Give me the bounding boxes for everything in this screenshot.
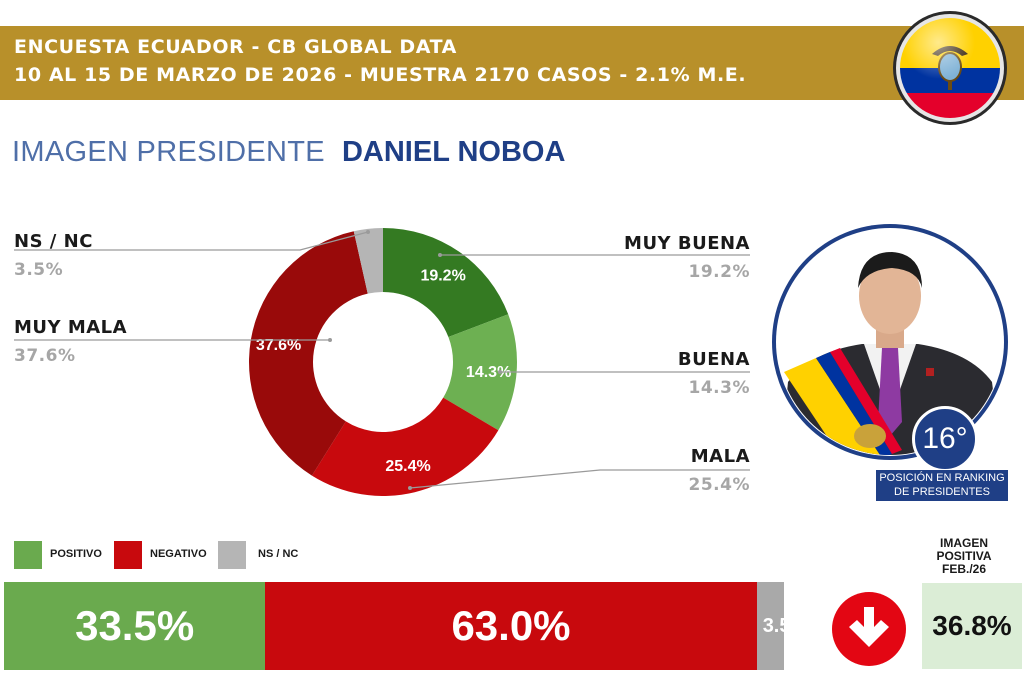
- callout-dot-muy-mala: [328, 338, 332, 342]
- legend-label-ns-nc: NS / NC: [258, 548, 299, 560]
- donut-slice-label-muy-buena: 19.2%: [420, 268, 465, 285]
- value-mala: 25.4%: [688, 475, 750, 495]
- ranking-caption-line1: POSICIÓN EN RANKING: [879, 472, 1005, 484]
- ranking-caption-line2: DE PRESIDENTES: [894, 486, 990, 498]
- callout-dot-buena: [498, 370, 502, 374]
- label-muy-mala: MUY MALA: [14, 317, 128, 338]
- legend-swatch-ns-nc: [218, 541, 246, 569]
- bar-label-positivo: 33.5%: [75, 602, 195, 649]
- survey-details: 10 AL 15 DE MARZO DE 2026 - MUESTRA 2170…: [14, 64, 747, 86]
- survey-title: ENCUESTA ECUADOR - CB GLOBAL DATA: [14, 36, 457, 58]
- callout-dot-muy-buena: [438, 253, 442, 257]
- legend-swatch-positivo: [14, 541, 42, 569]
- down-arrow-icon: [832, 592, 906, 666]
- bar-label-ns-nc: 3.5%: [762, 614, 784, 637]
- label-muy-buena: MUY BUENA: [624, 233, 750, 254]
- donut-slice-muy-buena: [383, 228, 509, 338]
- legend-label-negativo: NEGATIVO: [150, 548, 207, 560]
- title-prefix: IMAGEN PRESIDENTE: [12, 136, 325, 168]
- callout-line-ns-nc: [14, 231, 369, 251]
- label-ns-nc: NS / NC: [14, 231, 93, 252]
- bar-segment-ns-nc: 3.5%: [756, 582, 784, 670]
- callout-dot-mala: [408, 486, 412, 490]
- legend-swatch-negativo: [114, 541, 142, 569]
- previous-image-value: 36.8%: [932, 610, 1012, 641]
- bar-segment-positivo: 33.5%: [4, 582, 266, 670]
- donut-slice-buena: [443, 314, 517, 431]
- label-mala: MALA: [690, 446, 750, 467]
- stacked-bar: 33.5% 63.0% 3.5%: [4, 582, 784, 670]
- donut-slice-mala: [311, 397, 499, 496]
- title-name: DANIEL NOBOA: [341, 136, 566, 168]
- label-buena: BUENA: [677, 349, 750, 370]
- ecuador-flag-icon: [893, 11, 1007, 125]
- president-portrait: [772, 224, 1008, 460]
- bar-label-negativo: 63.0%: [451, 602, 571, 649]
- previous-image-label: IMAGEN POSITIVA FEB./26: [936, 536, 992, 576]
- bar-segment-negativo: 63.0%: [265, 582, 757, 670]
- callout-dot-ns-nc: [366, 230, 370, 234]
- value-muy-buena: 19.2%: [688, 262, 750, 282]
- donut-slice-muy-mala: [249, 231, 368, 476]
- legend-label-positivo: POSITIVO: [50, 548, 102, 560]
- value-ns-nc: 3.5%: [14, 260, 64, 280]
- header-band: ENCUESTA ECUADOR - CB GLOBAL DATA 10 AL …: [0, 26, 1024, 100]
- page-title: IMAGEN PRESIDENTE DANIEL NOBOA: [12, 136, 565, 169]
- value-muy-mala: 37.6%: [14, 346, 76, 366]
- ranking-position-badge: 16°: [912, 406, 978, 472]
- value-buena: 14.3%: [688, 378, 750, 398]
- previous-image-box: 36.8%: [922, 583, 1022, 669]
- donut-slice-label-mala: 25.4%: [385, 458, 430, 475]
- donut-slice-label-buena: 14.3%: [466, 364, 511, 381]
- donut-slice-ns-nc: [353, 228, 383, 294]
- ranking-caption: POSICIÓN EN RANKING DE PRESIDENTES: [876, 470, 1008, 501]
- callout-line-mala: [409, 469, 750, 489]
- donut-slice-label-muy-mala: 37.6%: [256, 337, 301, 354]
